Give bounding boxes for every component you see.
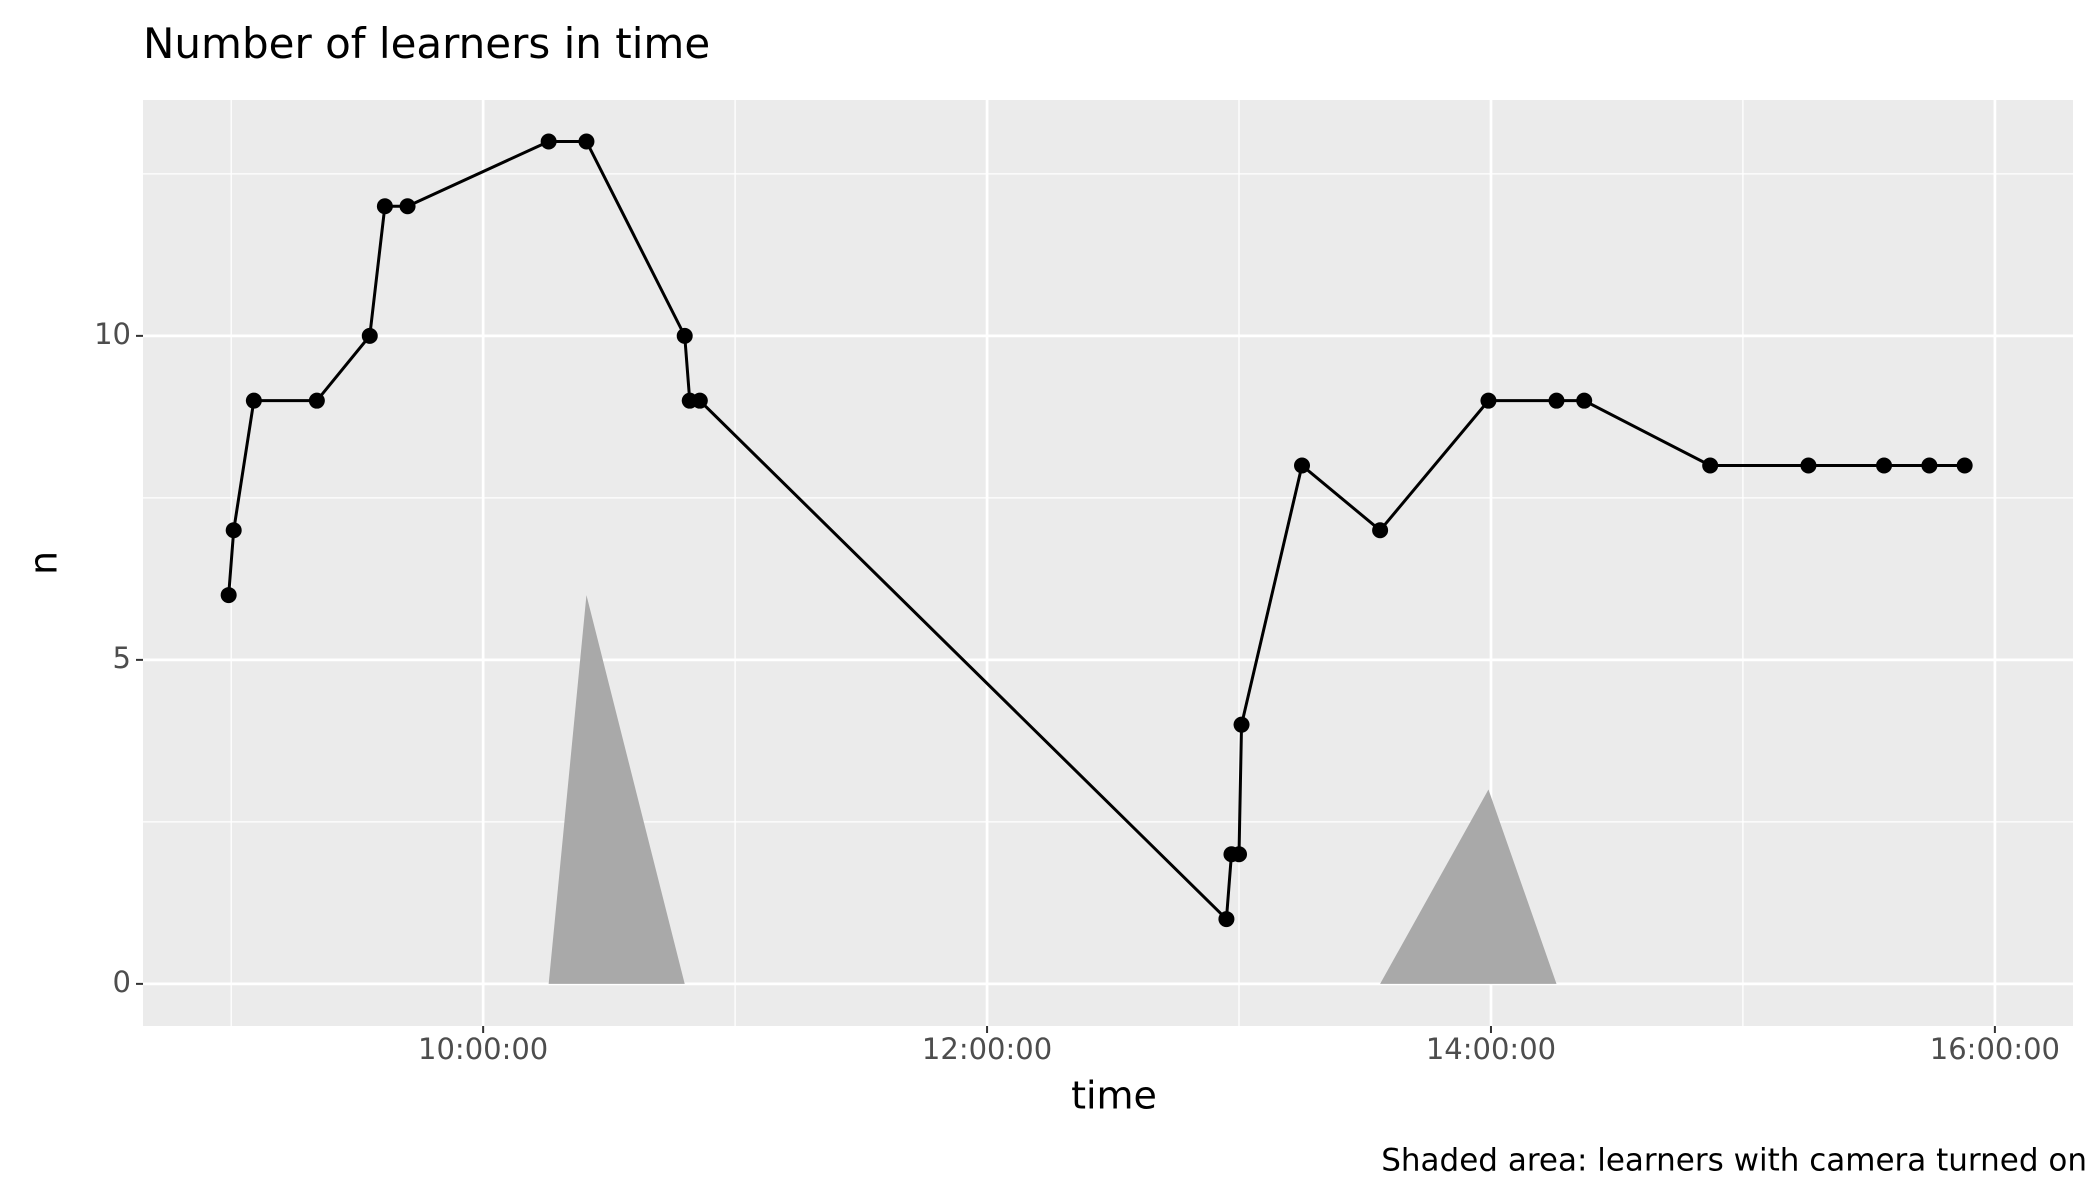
point — [578, 133, 595, 150]
point — [376, 198, 393, 215]
chart-title: Number of learners in time — [143, 19, 710, 68]
point — [1480, 392, 1497, 409]
x-tick-label: 12:00:00 — [922, 1032, 1052, 1066]
point — [691, 392, 708, 409]
point — [1576, 392, 1593, 409]
point — [1372, 522, 1389, 539]
plot-panel — [143, 100, 2073, 1026]
point — [225, 522, 242, 539]
point — [1800, 457, 1817, 474]
point — [1218, 911, 1235, 928]
point — [308, 392, 325, 409]
point — [1294, 457, 1311, 474]
point — [540, 133, 557, 150]
learners-line — [227, 139, 1965, 923]
point — [676, 327, 693, 344]
point — [1702, 457, 1719, 474]
y-tick-label: 0 — [113, 965, 131, 999]
camera-area — [548, 595, 1557, 984]
point — [399, 198, 416, 215]
point — [1233, 716, 1250, 733]
y-tick-label: 10 — [94, 317, 131, 351]
point — [1548, 392, 1565, 409]
point — [1231, 846, 1248, 863]
point — [1921, 457, 1938, 474]
point — [1876, 457, 1893, 474]
point — [1956, 457, 1973, 474]
point — [361, 327, 378, 344]
y-axis-title: n — [22, 551, 66, 575]
y-tick-label: 5 — [113, 641, 131, 675]
x-axis-title: time — [1071, 1074, 1157, 1118]
x-tick-label: 14:00:00 — [1426, 1032, 1556, 1066]
point — [245, 392, 262, 409]
x-tick-label: 10:00:00 — [418, 1032, 548, 1066]
caption: Shaded area: learners with camera turned… — [1381, 1143, 2087, 1179]
point — [220, 587, 237, 604]
x-tick-label: 16:00:00 — [1930, 1032, 2060, 1066]
